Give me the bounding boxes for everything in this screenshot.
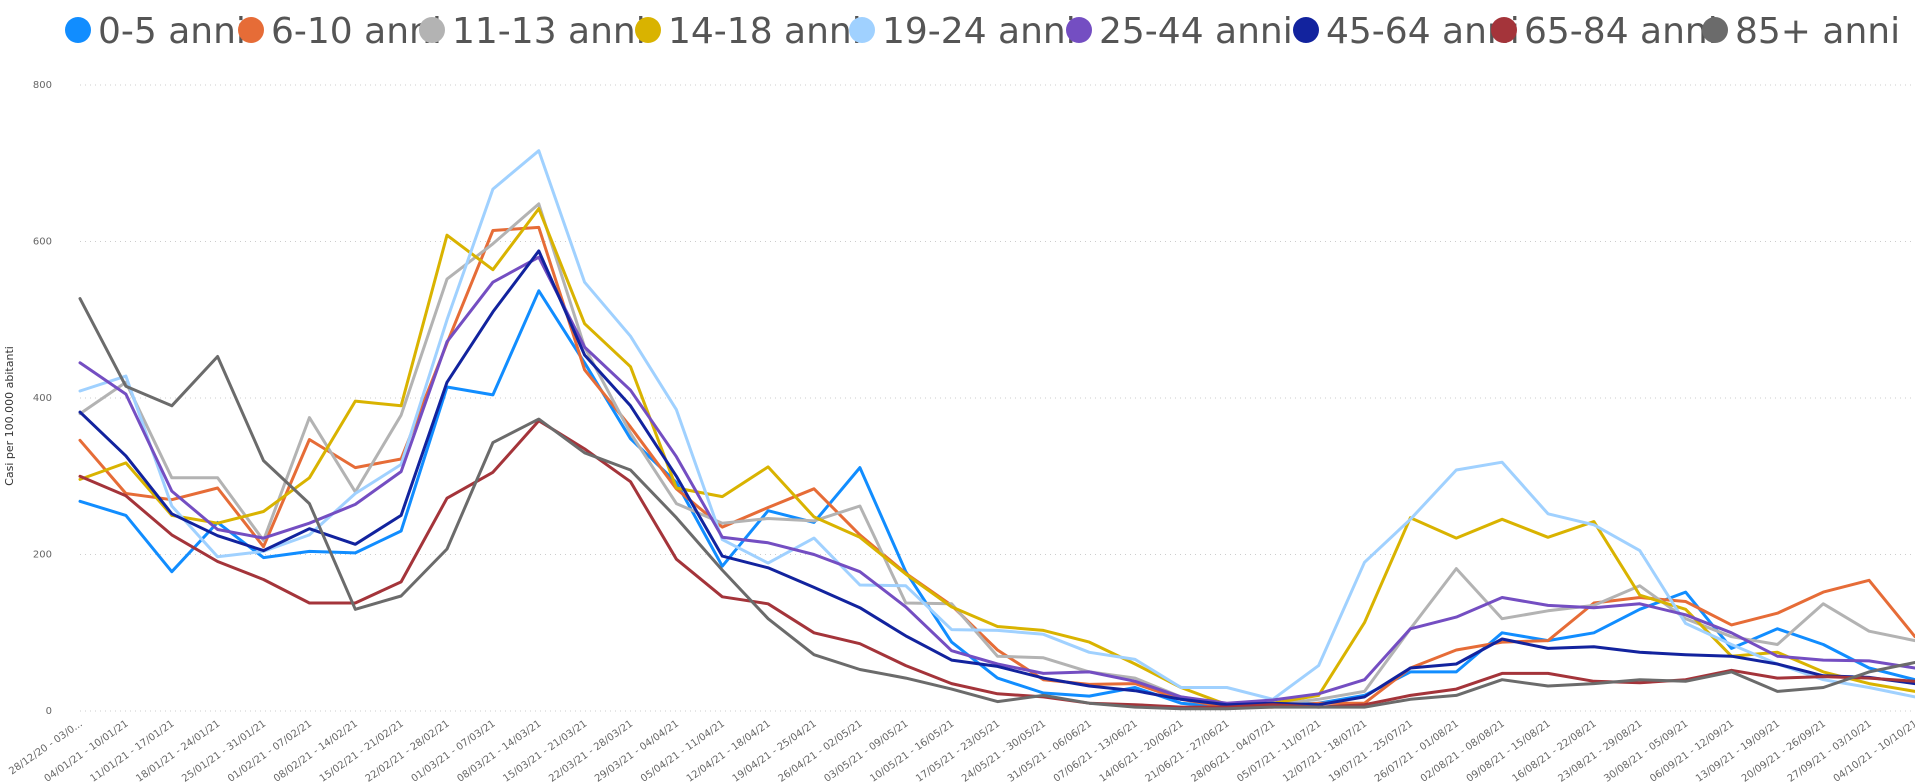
- x-tick-label: 08/02/21 - 14/02/21: [272, 718, 360, 782]
- series-line-19-24-anni: [78, 149, 1915, 701]
- series-line-14-18-anni: [78, 207, 1915, 707]
- series-line-6-10-anni: [78, 225, 1915, 709]
- legend-item: 14-18 anni: [635, 11, 862, 52]
- legend-marker: [635, 17, 661, 43]
- x-tick-label: 21/06/21 - 27/06/21: [1144, 718, 1232, 782]
- x-tick-label: 05/07/21 - 11/07/21: [1235, 718, 1323, 782]
- x-tick-label: 10/05/21 - 16/05/21: [868, 718, 956, 782]
- legend-marker: [1293, 17, 1319, 43]
- x-tick-label: 04/01/21 - 10/01/21: [43, 718, 131, 782]
- x-tick-label: 09/08/21 - 15/08/21: [1465, 718, 1553, 782]
- legend-label: 11-13 anni: [452, 11, 646, 52]
- x-tick-label: 12/07/21 - 18/07/21: [1281, 718, 1369, 782]
- x-tick-label: 05/04/21 - 11/04/21: [639, 718, 727, 782]
- legend-marker: [419, 17, 445, 43]
- x-tick-label: 14/06/21 - 20/06/21: [1098, 718, 1186, 782]
- x-tick-label: 03/05/21 - 09/05/21: [822, 718, 910, 782]
- legend-label: 45-64 anni: [1326, 11, 1520, 52]
- legend-item: 65-84 anni: [1491, 11, 1718, 52]
- legend-label: 19-24 anni: [882, 11, 1076, 52]
- x-tick-label: 02/08/21 - 08/08/21: [1419, 718, 1507, 782]
- series-line-45-64-anni: [78, 249, 1915, 707]
- x-tick-label: 25/01/21 - 31/01/21: [180, 718, 268, 782]
- x-tick-label: 26/04/21 - 02/05/21: [777, 718, 865, 782]
- x-tick-label: 19/07/21 - 25/07/21: [1327, 718, 1415, 782]
- series-line-0-5-anni: [78, 289, 1915, 709]
- x-tick-label: 22/03/21 - 28/03/21: [547, 718, 635, 782]
- x-tick-label: 18/01/21 - 24/01/21: [134, 718, 222, 782]
- x-tick-label: 01/02/21 - 07/02/21: [226, 718, 314, 782]
- x-tick-label: 26/07/21 - 01/08/21: [1373, 718, 1461, 782]
- gridlines: [80, 84, 1915, 712]
- legend-marker: [65, 17, 91, 43]
- series-line-85-anni: [78, 297, 1915, 711]
- x-tick-label: 29/03/21 - 04/04/21: [593, 718, 681, 782]
- x-tick-label: 01/03/21 - 07/03/21: [410, 718, 498, 782]
- x-tick-label: 06/09/21 - 12/09/21: [1648, 718, 1736, 782]
- legend-label: 25-44 anni: [1099, 11, 1293, 52]
- x-tick-label: 08/03/21 - 14/03/21: [455, 718, 543, 782]
- y-tick-label: 200: [33, 550, 52, 561]
- series-lines: [78, 149, 1915, 711]
- x-tick-label: 20/09/21 - 26/09/21: [1740, 718, 1828, 782]
- legend: 0-5 anni 6-10 anni 11-13 anni 14-18 anni 19-…: [65, 11, 1900, 52]
- x-tick-label: 07/06/21 - 13/06/21: [1052, 718, 1140, 782]
- legend-marker: [1491, 17, 1517, 43]
- legend-marker: [1066, 17, 1092, 43]
- legend-label: 6-10 anni: [271, 11, 442, 52]
- y-tick-label: 600: [33, 237, 52, 248]
- legend-label: 65-84 anni: [1524, 11, 1718, 52]
- x-axis: 28/12/20 - 03/0...04/01/21 - 10/01/2111/…: [7, 718, 1915, 782]
- legend-item: 6-10 anni: [238, 11, 442, 52]
- legend-marker: [1702, 17, 1728, 43]
- x-tick-label: 22/02/21 - 28/02/21: [364, 718, 452, 782]
- x-tick-label: 23/08/21 - 29/08/21: [1556, 718, 1644, 782]
- x-tick-label: 30/08/21 - 05/09/21: [1602, 718, 1690, 782]
- y-tick-label: 400: [33, 393, 52, 404]
- legend-item: 19-24 anni: [849, 11, 1076, 52]
- y-tick-label: 800: [33, 80, 52, 91]
- x-tick-label: 16/08/21 - 22/08/21: [1511, 718, 1599, 782]
- y-axis-title: Casi per 100.000 abitanti: [3, 346, 16, 486]
- x-tick-label: 13/09/21 - 19/09/21: [1694, 718, 1782, 782]
- legend-label: 14-18 anni: [668, 11, 862, 52]
- x-tick-label: 15/02/21 - 21/02/21: [318, 718, 406, 782]
- legend-item: 85+ anni: [1702, 11, 1900, 52]
- x-tick-label: 04/10/21 - 10/10/21: [1832, 718, 1915, 782]
- x-tick-label: 31/05/21 - 06/06/21: [1006, 718, 1094, 782]
- x-tick-label: 24/05/21 - 30/05/21: [960, 718, 1048, 782]
- y-axis: 0 200 400 600 800: [33, 80, 52, 717]
- legend-marker: [238, 17, 264, 43]
- legend-label: 0-5 anni: [98, 11, 246, 52]
- x-tick-label: 11/01/21 - 17/01/21: [88, 718, 176, 782]
- legend-marker: [849, 17, 875, 43]
- x-tick-label: 19/04/21 - 25/04/21: [731, 718, 819, 782]
- legend-item: 45-64 anni: [1293, 11, 1520, 52]
- series-line-11-13-anni: [78, 202, 1915, 707]
- y-tick-label: 0: [46, 706, 52, 717]
- x-tick-label: 28/12/20 - 03/0...: [7, 718, 84, 777]
- x-tick-label: 28/06/21 - 04/07/21: [1189, 718, 1277, 782]
- legend-label: 85+ anni: [1735, 11, 1900, 52]
- legend-item: 25-44 anni: [1066, 11, 1293, 52]
- legend-item: 0-5 anni: [65, 11, 246, 52]
- x-tick-label: 17/05/21 - 23/05/21: [914, 718, 1002, 782]
- x-tick-label: 15/03/21 - 21/03/21: [501, 718, 589, 782]
- legend-item: 11-13 anni: [419, 11, 646, 52]
- x-tick-label: 12/04/21 - 18/04/21: [685, 718, 773, 782]
- x-tick-label: 27/09/21 - 03/10/21: [1786, 718, 1874, 782]
- series-line-25-44-anni: [78, 255, 1915, 705]
